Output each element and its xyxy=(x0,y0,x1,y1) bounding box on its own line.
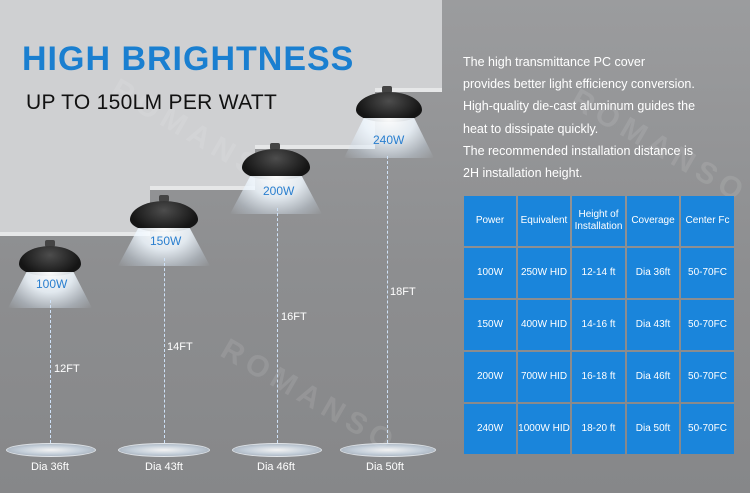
table-header: Height of Installation xyxy=(572,196,625,246)
description: The high transmittance PC cover provides… xyxy=(463,51,748,184)
table-row: 240W 1000W HID 18-20 ft Dia 50ft 50-70FC xyxy=(464,404,734,454)
table-cell: 1000W HID xyxy=(518,404,570,454)
coverage-label: Dia 50ft xyxy=(366,461,404,473)
table-cell: 240W xyxy=(464,404,516,454)
table-row: 100W 250W HID 12-14 ft Dia 36ft 50-70FC xyxy=(464,248,734,298)
table-cell: Dia 43ft xyxy=(627,300,679,350)
table-cell: 50-70FC xyxy=(681,404,734,454)
table-cell: 400W HID xyxy=(518,300,570,350)
wattage-label: 200W xyxy=(263,184,295,198)
height-label: 12FT xyxy=(54,363,80,375)
wattage-label: 100W xyxy=(36,277,68,291)
description-line: provides better light efficiency convers… xyxy=(463,77,695,92)
coverage-area xyxy=(232,443,322,457)
description-line: heat to dissipate quickly. xyxy=(463,121,599,136)
coverage-area xyxy=(118,443,210,457)
height-label: 18FT xyxy=(390,286,416,298)
table-header: Coverage xyxy=(627,196,679,246)
table-cell: 12-14 ft xyxy=(572,248,625,298)
table-cell: Dia 46ft xyxy=(627,352,679,402)
table-cell: 18-20 ft xyxy=(572,404,625,454)
table-cell: 200W xyxy=(464,352,516,402)
table-header: Equivalent xyxy=(518,196,570,246)
description-line: The high transmittance PC cover xyxy=(463,55,646,69)
table-row: 200W 700W HID 16-18 ft Dia 46ft 50-70FC xyxy=(464,352,734,402)
height-dimension-line xyxy=(387,156,388,443)
table-cell: 50-70FC xyxy=(681,300,734,350)
spec-table: Power Equivalent Height of Installation … xyxy=(462,194,736,456)
table-header: Power xyxy=(464,196,516,246)
table-cell: 150W xyxy=(464,300,516,350)
table-cell: 50-70FC xyxy=(681,248,734,298)
headline: HIGH BRIGHTNESS xyxy=(22,40,355,78)
description-line: High-quality die-cast aluminum guides th… xyxy=(463,99,696,114)
table-cell: 14-16 ft xyxy=(572,300,625,350)
height-label: 14FT xyxy=(167,341,193,353)
coverage-area xyxy=(6,443,96,457)
table-cell: Dia 36ft xyxy=(627,248,679,298)
height-label: 16FT xyxy=(281,311,307,323)
description-line: 2H installation height. xyxy=(463,166,583,181)
table-cell: Dia 50ft xyxy=(627,404,679,454)
wattage-label: 240W xyxy=(373,133,405,147)
height-dimension-line xyxy=(50,300,51,443)
table-cell: 100W xyxy=(464,248,516,298)
height-dimension-line xyxy=(277,208,278,443)
table-header: Center Fc xyxy=(681,196,734,246)
table-header-row: Power Equivalent Height of Installation … xyxy=(464,196,734,246)
table-cell: 700W HID xyxy=(518,352,570,402)
coverage-label: Dia 36ft xyxy=(31,461,69,473)
coverage-area xyxy=(340,443,436,457)
height-dimension-line xyxy=(164,258,165,443)
coverage-label: Dia 46ft xyxy=(257,461,295,473)
table-row: 150W 400W HID 14-16 ft Dia 43ft 50-70FC xyxy=(464,300,734,350)
subheadline: UP TO 150LM PER WATT xyxy=(26,91,278,114)
table-cell: 50-70FC xyxy=(681,352,734,402)
wattage-label: 150W xyxy=(150,234,182,248)
coverage-label: Dia 43ft xyxy=(145,461,183,473)
table-cell: 16-18 ft xyxy=(572,352,625,402)
table-cell: 250W HID xyxy=(518,248,570,298)
description-line: The recommended installation distance is xyxy=(463,143,693,158)
